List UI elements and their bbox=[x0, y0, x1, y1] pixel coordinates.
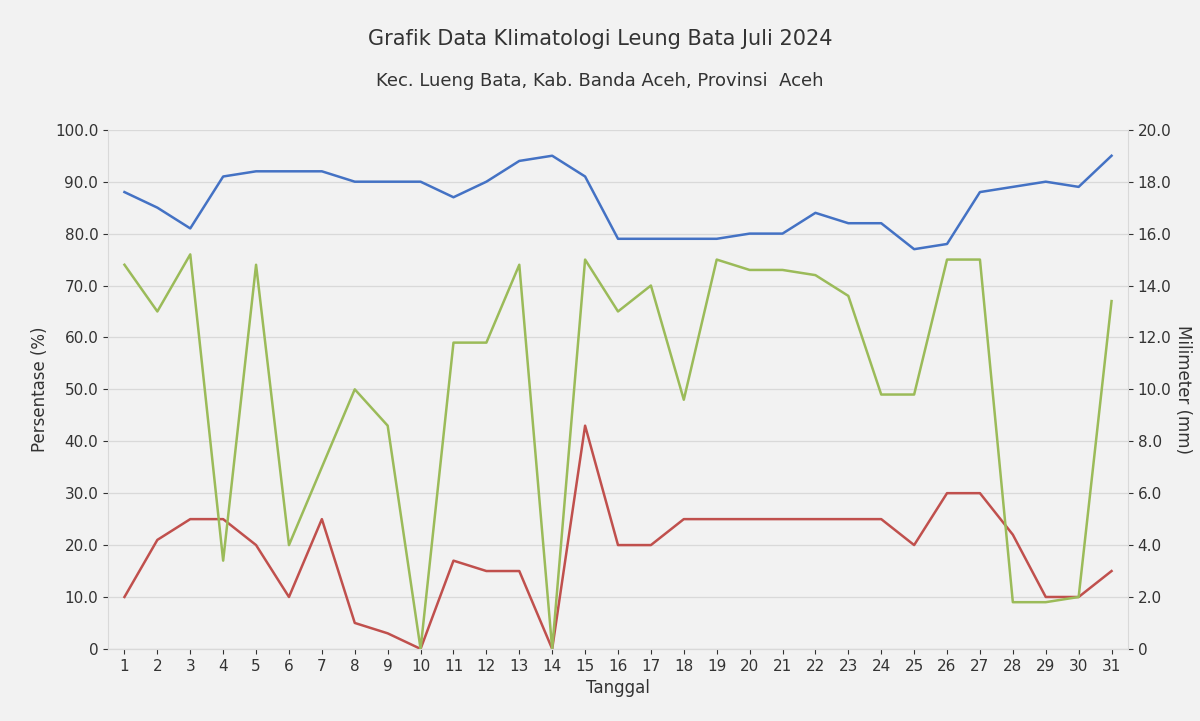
Y-axis label: Persentase (%): Persentase (%) bbox=[31, 327, 49, 452]
Text: Kec. Lueng Bata, Kab. Banda Aceh, Provinsi  Aceh: Kec. Lueng Bata, Kab. Banda Aceh, Provin… bbox=[377, 72, 823, 90]
Y-axis label: Milimeter (mm): Milimeter (mm) bbox=[1175, 325, 1193, 454]
X-axis label: Tanggal: Tanggal bbox=[586, 679, 650, 697]
Text: Grafik Data Klimatologi Leung Bata Juli 2024: Grafik Data Klimatologi Leung Bata Juli … bbox=[367, 29, 833, 49]
